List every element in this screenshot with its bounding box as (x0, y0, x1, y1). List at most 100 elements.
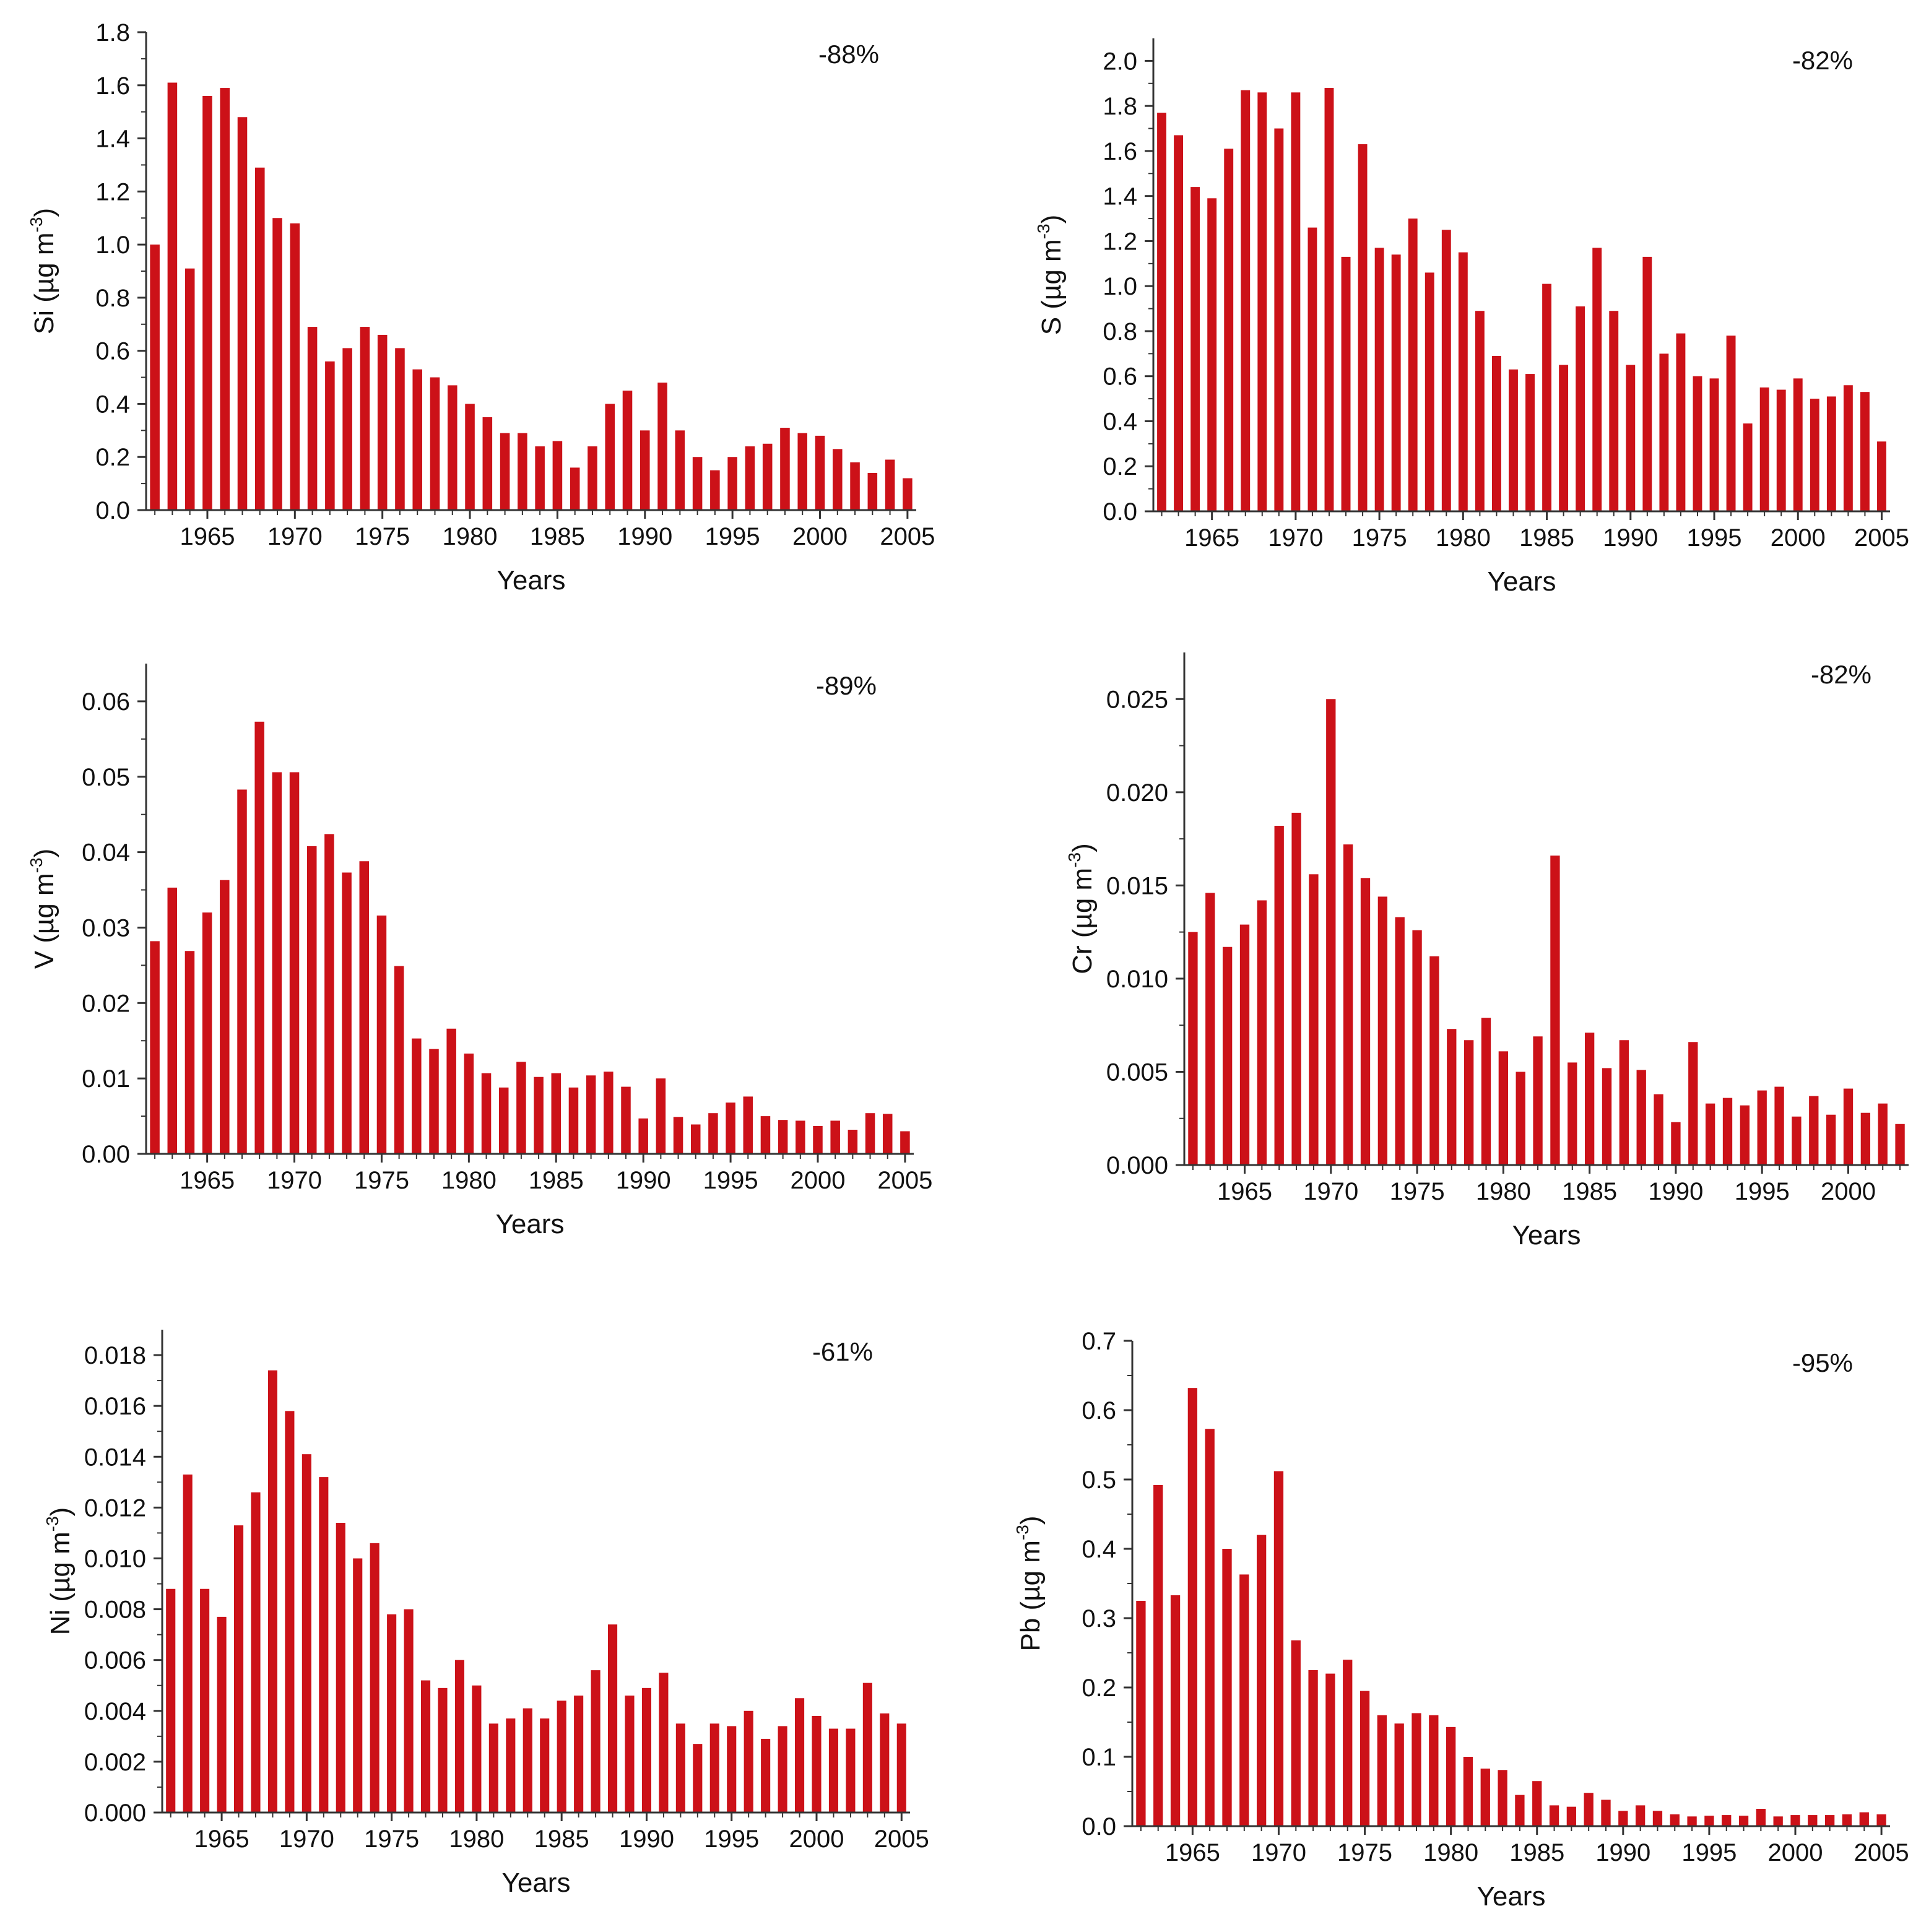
y-tick-label: 0.8 (1103, 318, 1137, 345)
bar-1981 (1463, 1757, 1473, 1826)
y-tick-label: 1.2 (1103, 228, 1137, 255)
y-tick-label: 0.0 (95, 497, 130, 524)
bar-1971 (307, 327, 318, 510)
y-axis-close: ) (29, 849, 59, 858)
bar-1978 (1424, 272, 1434, 511)
bar-1962 (166, 1588, 176, 1813)
bar-1983 (1498, 1770, 1507, 1826)
bar-1968 (1239, 1574, 1249, 1826)
bar-1979 (446, 1028, 456, 1154)
x-tick-label: 1965 (194, 1826, 249, 1853)
y-tick-label: 0.000 (1106, 1152, 1168, 1179)
bar-1994 (708, 1113, 718, 1154)
y-axis-exponent: -3 (27, 857, 46, 873)
y-axis-exponent: -3 (43, 1516, 62, 1531)
bar-1973 (1341, 256, 1351, 511)
bar-1994 (1693, 376, 1702, 511)
y-tick-label: 0.4 (95, 391, 130, 418)
bar-1964 (200, 1588, 210, 1813)
bar-1984 (534, 1076, 544, 1154)
x-tick-label: 1995 (705, 523, 760, 550)
y-axis-close: ) (1067, 843, 1098, 852)
bar-1969 (272, 218, 282, 510)
y-axis-title: Si (µg m-3) (27, 208, 59, 334)
chart-si: 0.0 0.2 0.4 0.6 0.8 1.0 1.2 1.4 1.6 1.8 1965 1970 19… (27, 19, 935, 596)
bar-1982 (500, 433, 510, 510)
x-tick-label: 2005 (877, 1167, 932, 1194)
bar-1992 (675, 1723, 685, 1813)
y-tick-label: 0.020 (1106, 779, 1168, 807)
bar-1998 (780, 428, 790, 510)
x-tick-label: 1995 (1687, 524, 1742, 552)
bar-1990 (1626, 365, 1636, 511)
bar-1988 (1592, 248, 1602, 511)
y-axis-close: ) (1036, 215, 1067, 224)
bar-1996 (745, 446, 755, 510)
y-tick-label: 0.3 (1082, 1605, 1116, 1632)
bar-1997 (761, 1738, 771, 1813)
x-tick-label: 1965 (1184, 524, 1239, 552)
bar-1970 (290, 223, 300, 510)
bar-1966 (234, 1525, 244, 1813)
y-tick-label: 1.4 (95, 126, 130, 153)
y-tick-label: 0.014 (84, 1444, 146, 1471)
y-axis-close: ) (45, 1507, 76, 1517)
bar-1965 (1207, 198, 1217, 511)
x-tick-label: 2000 (1768, 1839, 1823, 1866)
bar-1990 (1618, 1811, 1628, 1826)
bar-1962 (1188, 932, 1198, 1165)
bar-1962 (1157, 113, 1166, 511)
bar-1992 (1659, 353, 1669, 511)
y-axis-exponent: -3 (1034, 223, 1053, 239)
bar-2001 (833, 449, 843, 510)
x-tick-label: 1975 (364, 1826, 419, 1853)
x-axis-title: Years (1477, 1881, 1546, 1912)
y-tick-label: 0.010 (1106, 966, 1168, 993)
x-tick-label: 1965 (180, 1167, 235, 1194)
bar-1995 (1757, 1090, 1767, 1165)
bar-1993 (693, 1744, 703, 1813)
bar-2003 (865, 1113, 875, 1154)
bar-1996 (1774, 1086, 1784, 1165)
bar-1980 (1498, 1051, 1509, 1165)
bar-1995 (1704, 1816, 1714, 1826)
bar-1970 (1326, 699, 1336, 1165)
bar-1980 (465, 404, 475, 510)
chart-panel-ni: 0.000 0.002 0.004 0.006 0.008 0.010 0.012 0.014… (0, 1285, 960, 1929)
x-tick-label: 2005 (1854, 1839, 1909, 1866)
x-tick-label: 1995 (703, 1167, 758, 1194)
percent-change-annotation: -82% (1792, 46, 1853, 75)
bar-1964 (184, 951, 195, 1154)
bar-1993 (1670, 1814, 1680, 1826)
bar-1976 (394, 966, 404, 1154)
y-axis-symbol: Ni (µg m (45, 1531, 76, 1635)
bar-1990 (640, 430, 650, 510)
x-tick-label: 1975 (1337, 1839, 1392, 1866)
bar-1980 (1446, 1726, 1456, 1826)
bar-series (1157, 88, 1886, 512)
bar-1963 (167, 82, 178, 511)
x-axis-title: Years (502, 1868, 571, 1898)
bar-1994 (1740, 1105, 1750, 1165)
y-tick-label: 1.2 (95, 178, 130, 206)
y-tick-label: 0.4 (1082, 1536, 1116, 1563)
bar-1966 (1257, 900, 1267, 1165)
bar-1985 (1584, 1033, 1595, 1165)
bar-1984 (540, 1718, 550, 1813)
y-axis-close: ) (1015, 1516, 1046, 1525)
bar-1988 (1636, 1070, 1646, 1165)
bar-1967 (1274, 826, 1284, 1165)
y-tick-label: 2.0 (1103, 48, 1137, 75)
y-tick-label: 0.010 (84, 1545, 146, 1572)
bar-1974 (1395, 917, 1405, 1165)
bar-1977 (1394, 1723, 1404, 1826)
bar-1966 (1205, 1429, 1215, 1826)
chart-ni: 0.000 0.002 0.004 0.006 0.008 0.010 0.012 0.014… (43, 1330, 929, 1898)
x-tick-label: 1985 (529, 1167, 584, 1194)
y-tick-label: 1.6 (1103, 138, 1137, 165)
bar-1996 (1726, 336, 1736, 511)
bar-1962 (1136, 1601, 1146, 1826)
bar-1969 (1309, 874, 1319, 1165)
bar-1983 (518, 433, 527, 510)
